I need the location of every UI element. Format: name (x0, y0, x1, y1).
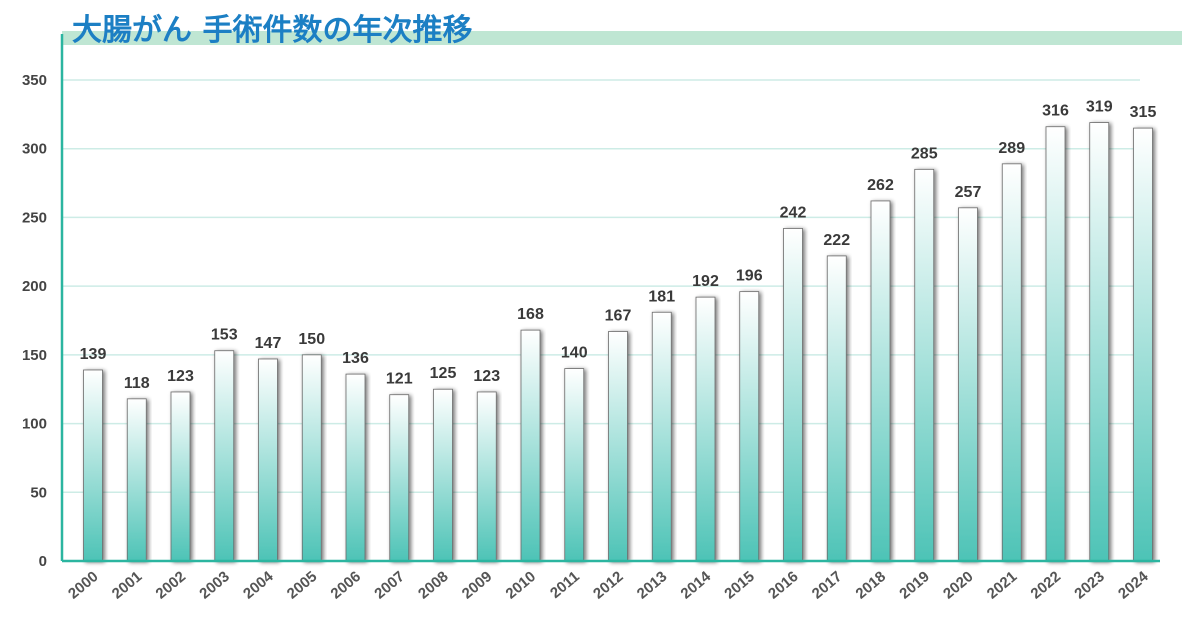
bar-2018 (870, 200, 891, 562)
y-tick-label: 50 (30, 484, 47, 501)
x-tick-label-2014: 2014 (678, 568, 715, 603)
y-tick-label: 200 (22, 278, 47, 295)
x-tick-label-2024: 2024 (1115, 568, 1152, 603)
data-label-2001: 118 (124, 375, 150, 392)
bar-2009 (476, 391, 497, 562)
data-label-2012: 167 (605, 307, 632, 324)
x-tick-label-2007: 2007 (371, 568, 407, 602)
data-label-2014: 192 (692, 273, 719, 290)
bar-2005 (301, 354, 322, 562)
y-tick-label: 100 (22, 416, 47, 433)
bar-2019 (914, 168, 935, 562)
bar-2017 (826, 255, 847, 562)
y-axis-ticks: 0 50 100 150 200 250 300 350 (22, 72, 47, 570)
bar-2010 (520, 329, 541, 562)
data-label-2020: 257 (955, 184, 982, 201)
bar-2006 (345, 373, 366, 562)
data-label-2019: 285 (911, 145, 938, 162)
x-tick-label-2011: 2011 (547, 568, 583, 602)
bar-2002 (170, 391, 191, 562)
bar-2001 (126, 398, 147, 562)
data-label-2004: 147 (255, 335, 282, 352)
x-tick-label-2019: 2019 (896, 568, 932, 602)
y-tick-label: 150 (22, 347, 47, 364)
x-axis-ticks: 2000 2001 2002 2003 2004 2005 2006 2007 2008 2009… (65, 568, 1152, 603)
x-tick-label-2008: 2008 (415, 568, 451, 602)
x-tick-label-2016: 2016 (765, 568, 801, 602)
x-tick-label-2003: 2003 (196, 568, 232, 602)
y-tick-label: 350 (22, 72, 47, 89)
x-tick-label-2006: 2006 (328, 568, 364, 602)
bar-2023 (1089, 122, 1110, 562)
data-label-2015: 196 (736, 268, 763, 285)
chart-title: 大腸がん 手術件数の年次推移 (72, 13, 472, 48)
bar-2022 (1045, 126, 1066, 562)
bar-2003 (214, 350, 235, 562)
x-tick-label-2013: 2013 (634, 568, 670, 602)
x-tick-label-2021: 2021 (984, 568, 1020, 602)
data-label-2018: 262 (867, 177, 894, 194)
data-label-2006: 136 (342, 350, 369, 367)
x-tick-label-2005: 2005 (284, 568, 320, 602)
x-tick-label-2020: 2020 (940, 568, 976, 602)
data-label-2000: 139 (80, 346, 107, 363)
x-tick-label-2004: 2004 (240, 568, 277, 603)
x-tick-label-2002: 2002 (153, 568, 189, 602)
data-label-2021: 289 (998, 140, 1025, 157)
x-tick-label-2018: 2018 (853, 568, 889, 602)
data-label-2024: 315 (1130, 104, 1157, 121)
x-tick-label-2009: 2009 (459, 568, 495, 602)
data-label-2008: 125 (430, 365, 457, 382)
x-tick-label-2022: 2022 (1028, 568, 1064, 602)
bar-2014 (695, 296, 716, 562)
bar-2004 (258, 358, 278, 562)
bar-2015 (739, 291, 760, 562)
data-label-2011: 140 (561, 345, 588, 362)
x-tick-label-2015: 2015 (721, 568, 757, 602)
data-label-2009: 123 (473, 368, 500, 385)
title-band (62, 31, 1182, 45)
x-tick-label-2012: 2012 (590, 568, 626, 602)
x-tick-label-2001: 2001 (109, 568, 145, 602)
y-tick-label: 250 (22, 209, 47, 226)
data-label-2016: 242 (780, 204, 807, 221)
bar-2008 (433, 388, 453, 562)
data-label-2010: 168 (517, 306, 544, 323)
bar-2016 (783, 228, 803, 562)
bar-2011 (564, 368, 585, 562)
bar-2021 (1001, 163, 1022, 562)
data-label-2013: 181 (648, 288, 675, 305)
y-tick-label: 0 (39, 553, 47, 570)
bar-2007 (389, 394, 410, 562)
bar-2012 (608, 331, 628, 562)
bar-2013 (651, 311, 672, 562)
data-label-2023: 319 (1086, 99, 1113, 116)
y-tick-label: 300 (22, 141, 47, 158)
x-tick-label-2017: 2017 (809, 568, 845, 602)
data-labels: 139 118 123 153 147 150 136 121 125 123 168 140 167 1… (80, 99, 1157, 392)
bar-2000 (83, 369, 103, 562)
data-label-2007: 121 (386, 371, 413, 388)
data-label-2022: 316 (1042, 103, 1069, 120)
data-label-2017: 222 (823, 232, 850, 249)
data-label-2003: 153 (211, 327, 238, 344)
x-tick-label-2010: 2010 (503, 568, 539, 602)
bars (83, 122, 1153, 562)
bar-2020 (958, 207, 978, 562)
data-label-2002: 123 (167, 368, 194, 385)
bar-2024 (1133, 127, 1153, 562)
x-tick-label-2023: 2023 (1071, 568, 1107, 602)
data-label-2005: 150 (298, 331, 325, 348)
x-tick-label-2000: 2000 (65, 568, 101, 602)
